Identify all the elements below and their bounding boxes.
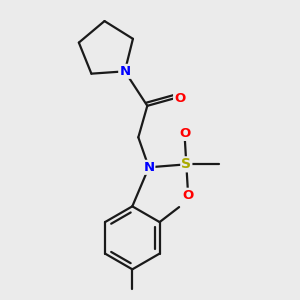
Text: S: S — [181, 157, 191, 171]
Text: O: O — [179, 127, 190, 140]
Text: O: O — [174, 92, 185, 105]
Text: N: N — [119, 65, 130, 78]
Text: O: O — [182, 189, 194, 202]
Text: N: N — [143, 161, 155, 174]
